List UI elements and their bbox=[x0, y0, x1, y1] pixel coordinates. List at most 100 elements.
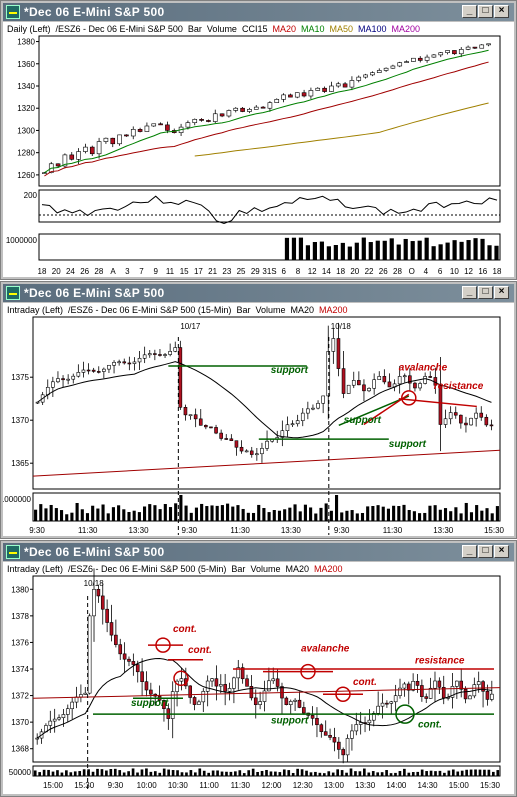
15min-candle bbox=[178, 347, 183, 408]
5min-candle bbox=[127, 658, 131, 662]
volume-bar bbox=[487, 769, 491, 776]
volume-bar bbox=[111, 507, 115, 521]
daily-candle bbox=[62, 154, 68, 167]
5min-candle bbox=[197, 701, 201, 705]
daily-candle bbox=[206, 120, 211, 122]
daily-chart[interactable]: 1260 1280 1300 1320 1340 1360 1380 200 1000000 18… bbox=[3, 22, 516, 279]
x-tick-label: 10:00 bbox=[137, 781, 158, 790]
volume-bar bbox=[487, 245, 492, 260]
15min-candle bbox=[173, 347, 178, 352]
title-bar[interactable]: *Dec 06 E-Mini S&P 500 _ □ × bbox=[3, 3, 514, 21]
15min-candle bbox=[244, 450, 249, 453]
y-tick-label: 1380 bbox=[17, 38, 35, 47]
5min-candle bbox=[371, 713, 376, 721]
x-tick-label: 3 bbox=[125, 267, 130, 276]
header-item: MA20 bbox=[290, 305, 314, 315]
volume-bar bbox=[438, 770, 442, 776]
15min-candle bbox=[122, 361, 127, 364]
volume-bar bbox=[105, 770, 108, 776]
y-tick-label: 1370 bbox=[11, 718, 29, 727]
5min-candle bbox=[393, 695, 398, 703]
volume-bar bbox=[247, 770, 251, 776]
15min-candle bbox=[382, 376, 387, 383]
15min-candle bbox=[326, 351, 331, 397]
volume-bar bbox=[251, 512, 256, 521]
15min-candle bbox=[341, 368, 346, 394]
close-button[interactable]: × bbox=[494, 286, 509, 299]
cont-circle bbox=[155, 637, 171, 653]
volume-bar bbox=[140, 769, 144, 776]
5min-candle bbox=[236, 667, 241, 679]
volume-bar bbox=[220, 505, 224, 521]
15min-candle bbox=[239, 446, 244, 452]
15min-candle bbox=[56, 378, 60, 383]
close-button[interactable]: × bbox=[494, 545, 509, 558]
15min-candle bbox=[484, 416, 489, 426]
x-tick-label: O bbox=[409, 267, 415, 276]
minimize-button[interactable]: _ bbox=[462, 5, 477, 18]
support-label: support bbox=[271, 715, 309, 726]
daily-candle bbox=[69, 154, 75, 160]
5min-candle bbox=[328, 735, 332, 738]
15min-candle bbox=[127, 362, 132, 365]
header-item: MA20 bbox=[285, 564, 309, 574]
maximize-button[interactable]: □ bbox=[478, 286, 493, 299]
volume-bar bbox=[334, 495, 339, 521]
volume-bar bbox=[298, 511, 302, 521]
volume-bar bbox=[34, 509, 38, 521]
15min-candle bbox=[117, 361, 121, 364]
x-tick-label: 14:30 bbox=[418, 781, 439, 790]
15min-candle bbox=[280, 430, 285, 438]
5min-candle bbox=[293, 699, 297, 702]
volume-bar bbox=[329, 510, 333, 521]
daily-candle bbox=[192, 119, 198, 123]
chart-header: Intraday (Left) /ESZ6 - Dec 06 E-Mini S&P… bbox=[7, 305, 353, 315]
maximize-button[interactable]: □ bbox=[478, 545, 493, 558]
15min-candle bbox=[107, 364, 111, 370]
header-item: MA100 bbox=[358, 24, 387, 34]
header-item: MA200 bbox=[319, 305, 348, 315]
volume-bar bbox=[466, 240, 471, 260]
title-bar[interactable]: *Dec 06 E-Mini S&P 500 _ □ × bbox=[3, 284, 514, 302]
15min-candle bbox=[464, 422, 468, 426]
volume-bar bbox=[210, 505, 214, 521]
daily-candle bbox=[458, 49, 464, 55]
header-item: CCI15 bbox=[241, 24, 268, 34]
close-button[interactable]: × bbox=[494, 5, 509, 18]
volume-bar bbox=[403, 238, 408, 260]
intraday-15min-chart[interactable]: 1365 1370 1375 10/17 10/18 support support supp… bbox=[3, 303, 516, 538]
volume-bar bbox=[163, 504, 167, 521]
x-tick-label: 13:30 bbox=[355, 781, 376, 790]
15min-candle bbox=[35, 401, 40, 404]
title-bar[interactable]: *Dec 06 E-Mini S&P 500 _ □ × bbox=[3, 543, 514, 561]
volume-bar bbox=[291, 237, 297, 260]
volume-bar bbox=[113, 768, 117, 776]
5min-candle bbox=[57, 717, 61, 720]
15min-candle bbox=[66, 378, 70, 381]
minimize-button[interactable]: _ bbox=[462, 286, 477, 299]
15min-candle bbox=[163, 354, 167, 356]
5min-candle bbox=[288, 701, 293, 705]
minimize-button[interactable]: _ bbox=[462, 545, 477, 558]
15min-candle bbox=[137, 357, 142, 363]
5min-candle bbox=[315, 718, 319, 726]
volume-bar bbox=[225, 771, 228, 776]
ma10-line bbox=[44, 49, 489, 174]
15min-candle bbox=[183, 407, 188, 416]
header-item: MA200 bbox=[391, 24, 421, 34]
chart-body: Daily (Left) /ESZ6 - Dec 06 E-Mini S&P 50… bbox=[3, 22, 514, 277]
volume-bar bbox=[445, 242, 450, 260]
volume-bar bbox=[215, 505, 219, 521]
daily-candle bbox=[356, 76, 362, 81]
intraday-5min-chart[interactable]: 1368 1370 1372 1374 1376 1378 1380 10/18 cont. co… bbox=[3, 562, 516, 796]
volume-bar bbox=[256, 771, 259, 776]
5min-candle bbox=[118, 644, 123, 655]
volume-bar bbox=[265, 769, 268, 776]
daily-candle bbox=[411, 57, 416, 62]
volume-bar bbox=[309, 772, 313, 776]
volume-bar bbox=[483, 769, 486, 776]
volume-bar bbox=[367, 772, 371, 776]
maximize-button[interactable]: □ bbox=[478, 5, 493, 18]
15min-candle bbox=[81, 369, 86, 373]
volume-bar bbox=[495, 506, 499, 521]
